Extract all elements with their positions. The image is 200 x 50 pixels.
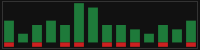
- bar: [186, 42, 196, 46]
- bar: [74, 42, 84, 46]
- bar: [4, 42, 14, 46]
- bar: [4, 21, 14, 43]
- chart-container: [0, 0, 200, 50]
- bar: [158, 42, 168, 46]
- bar: [130, 42, 140, 46]
- bar: [88, 7, 98, 8]
- bar: [88, 8, 98, 43]
- bar: [32, 25, 42, 42]
- bar: [158, 25, 168, 42]
- bar: [102, 25, 112, 42]
- chart-svg: [0, 0, 200, 50]
- bar: [172, 29, 182, 30]
- plot-frame: [3, 2, 198, 49]
- bar: [144, 33, 154, 34]
- bar: [172, 29, 182, 42]
- bar: [74, 3, 84, 42]
- bar: [32, 42, 42, 46]
- bar: [116, 42, 126, 46]
- bar: [46, 20, 56, 21]
- bar: [18, 34, 28, 43]
- bar: [18, 33, 28, 34]
- bar: [116, 25, 126, 42]
- bar: [186, 21, 196, 43]
- bar: [144, 34, 154, 43]
- bar: [60, 42, 70, 46]
- bar: [102, 42, 112, 46]
- bar: [46, 21, 56, 43]
- bar: [60, 25, 70, 42]
- bars: [4, 3, 196, 47]
- bar: [130, 29, 140, 42]
